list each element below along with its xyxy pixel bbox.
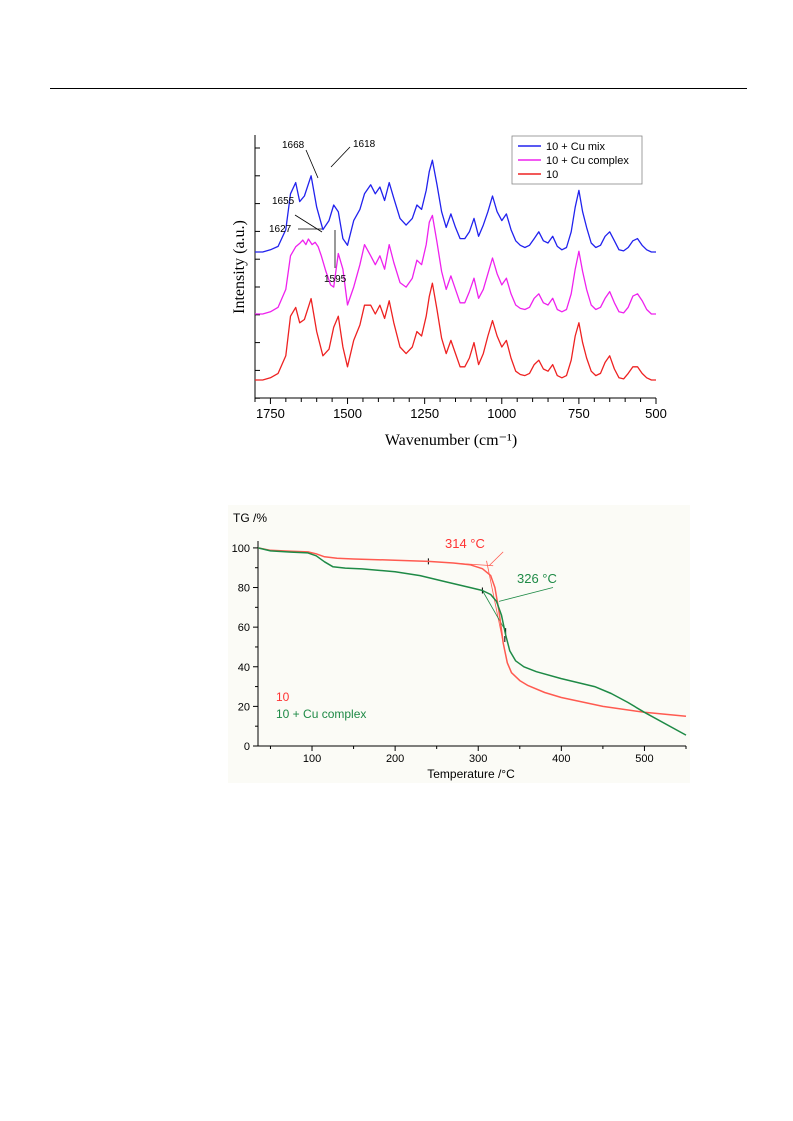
tg-y-tick-label-20: 20 [238,701,250,713]
ir-y-axis-title: Intensity (a.u.) [231,220,248,314]
tg-y-tick-label-80: 80 [238,583,250,595]
ir-x-tick-label-500: 500 [645,406,667,421]
ann-line-1668 [305,149,319,179]
tg-x-tick-label-400: 400 [552,753,570,765]
ir-y-ticks [255,147,260,399]
tg-y-tick-label-60: 60 [238,622,250,634]
tg-title: TG /% [233,511,267,525]
tg-x-tick-label-100: 100 [303,753,321,765]
tg-y-tick-label-100: 100 [232,543,250,555]
ann-1595: 1595 [324,274,347,285]
ir-x-tick-label-1250: 1250 [410,406,439,421]
ir-x-axis-title: Wavenumber (cm⁻¹) [385,432,517,449]
tg-y-tick-label-40: 40 [238,662,250,674]
ir-x-ticks: 1750 1500 1250 1000 750 500 [254,398,667,421]
ir-series-line-1 [255,214,656,315]
tg-tangent-cu-a [482,590,507,632]
tg-legend-cu-complex: 10 + Cu complex [276,707,366,721]
ir-series-line-2 [255,282,656,381]
tg-series-group [257,547,687,736]
tg-ann-326: 326 °C [517,571,557,586]
tg-x-tick-label-300: 300 [469,753,487,765]
ann-1668: 1668 [282,140,305,151]
ann-1618: 1618 [353,139,376,150]
legend-label-cu-complex: 10 + Cu complex [546,155,629,167]
ann-1655: 1655 [272,196,295,207]
tg-ann-314: 314 °C [445,536,485,551]
ir-series-group [255,159,656,381]
tg-x-ticks: 100 200 300 400 500 [269,746,687,765]
ir-series-line-0 [255,159,656,253]
tg-leader-314 [488,551,504,567]
ir-x-tick-label-1500: 1500 [333,406,362,421]
legend-label-cu-mix: 10 + Cu mix [546,141,605,153]
ir-annotations: 1668 1618 1655 1627 1595 [269,139,376,285]
header-rule [50,88,747,89]
ann-1627: 1627 [269,224,292,235]
legend-label-10: 10 [546,169,558,181]
tg-leader-326 [498,587,554,602]
tg-series-line-1 [257,547,687,736]
tg-legend-10: 10 [276,690,290,704]
ann-line-1618 [330,146,351,168]
ir-legend: 10 + Cu mix 10 + Cu complex 10 [511,135,643,185]
ir-x-tick-label-1750: 1750 [256,406,285,421]
ir-x-tick-label-750: 750 [568,406,590,421]
tg-series-line-0 [257,547,687,718]
ir-x-tick-label-1000: 1000 [487,406,516,421]
tg-y-ticks: 0 20 40 60 80 100 [232,543,258,753]
tg-y-tick-label-0: 0 [244,741,250,753]
tg-x-tick-label-200: 200 [386,753,404,765]
tg-x-axis-title: Temperature /°C [427,767,515,781]
tg-x-tick-label-500: 500 [635,753,653,765]
